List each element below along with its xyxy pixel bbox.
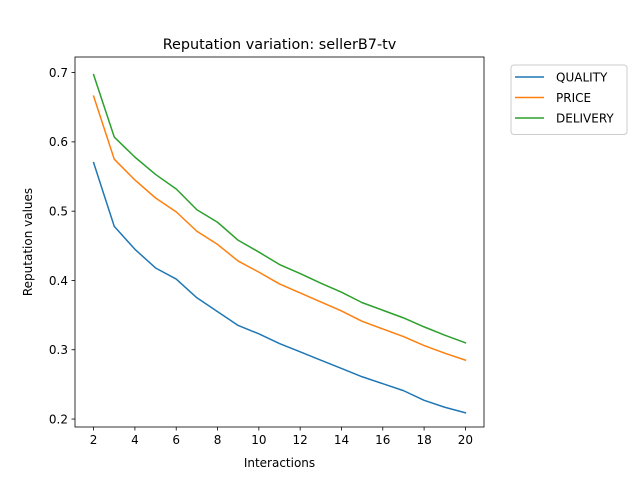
legend-label-quality: QUALITY — [556, 70, 608, 84]
series-line-price — [92, 95, 467, 362]
x-tick-label: 12 — [293, 433, 308, 447]
y-axis-label: Reputation values — [21, 188, 35, 296]
series-line-delivery — [92, 73, 467, 344]
plot-area: 2 4 6 8 10 12 14 16 18 20 0.2 0.3 0.4 0.5 0.6 0.7 — [49, 56, 485, 447]
x-tick-label: 20 — [458, 433, 473, 447]
x-tick-label: 6 — [172, 433, 180, 447]
x-tick-label: 8 — [214, 433, 222, 447]
y-tick-label: 0.6 — [49, 135, 68, 149]
axes-frame — [74, 56, 485, 428]
x-tick-label: 4 — [131, 433, 139, 447]
x-tick-label: 16 — [375, 433, 390, 447]
series-line-quality — [92, 161, 467, 414]
y-tick-label: 0.5 — [49, 204, 68, 218]
legend: QUALITY PRICE DELIVERY — [510, 64, 628, 135]
legend-box — [510, 64, 628, 135]
legend-label-delivery: DELIVERY — [556, 111, 614, 125]
chart-title: Reputation variation: sellerB7-tv — [163, 37, 397, 53]
x-tick-label: 18 — [416, 433, 431, 447]
y-tick-label: 0.7 — [49, 66, 68, 80]
x-tick-label: 2 — [90, 433, 98, 447]
x-axis-label: Interactions — [244, 456, 315, 470]
x-tick-label: 10 — [251, 433, 266, 447]
x-tick-label: 14 — [334, 433, 349, 447]
y-tick-label: 0.4 — [49, 274, 68, 288]
y-tick-label: 0.3 — [49, 343, 68, 357]
legend-label-price: PRICE — [556, 91, 591, 105]
y-tick-label: 0.2 — [49, 412, 68, 426]
